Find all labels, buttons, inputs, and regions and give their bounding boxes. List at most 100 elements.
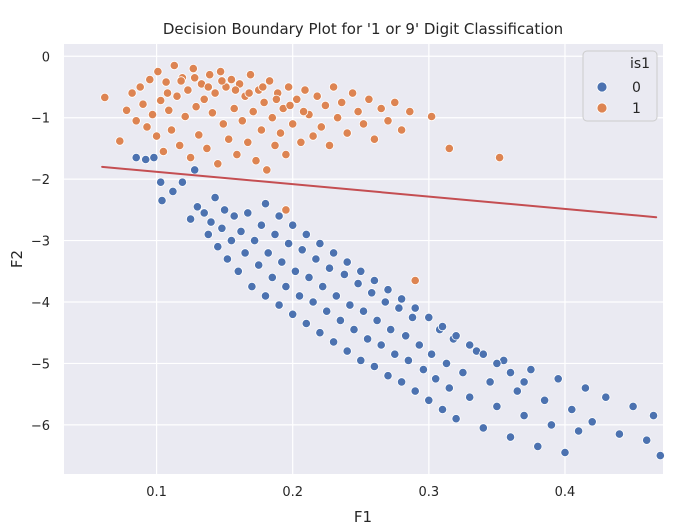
point-is1-1 — [203, 82, 213, 92]
point-is1-0 — [267, 272, 277, 282]
point-is1-0 — [156, 177, 166, 187]
point-is1-1 — [230, 85, 241, 95]
point-is1-0 — [418, 364, 428, 375]
point-is1-0 — [186, 214, 196, 224]
point-is1-0 — [288, 220, 298, 230]
legend-marker-0 — [596, 81, 608, 93]
point-is1-0 — [567, 404, 577, 415]
point-is1-0 — [601, 392, 611, 402]
point-is1-1 — [283, 82, 294, 92]
point-is1-1 — [494, 153, 505, 163]
point-is1-1 — [169, 60, 179, 71]
point-is1-0 — [380, 297, 390, 307]
point-is1-0 — [492, 358, 502, 368]
point-is1-0 — [478, 349, 488, 359]
point-is1-0 — [240, 248, 250, 258]
point-is1-0 — [222, 254, 232, 264]
point-is1-0 — [233, 266, 243, 276]
point-is1-0 — [396, 377, 407, 387]
point-is1-0 — [149, 153, 159, 163]
point-is1-1 — [270, 140, 280, 150]
point-is1-0 — [210, 193, 220, 203]
point-is1-1 — [353, 107, 363, 117]
point-is1-0 — [283, 239, 294, 249]
point-is1-1 — [347, 88, 358, 98]
point-is1-0 — [168, 186, 178, 196]
point-is1-0 — [311, 254, 321, 264]
point-is1-1 — [216, 67, 226, 77]
point-is1-1 — [237, 116, 247, 126]
point-is1-0 — [560, 447, 570, 458]
point-is1-0 — [394, 303, 404, 313]
point-is1-0 — [431, 374, 441, 384]
x-tick-labels: 0.1 0.2 0.3 0.4 — [146, 485, 575, 500]
point-is1-1 — [259, 97, 269, 108]
point-is1-1 — [172, 91, 182, 101]
point-is1-1 — [288, 119, 298, 129]
point-is1-0 — [131, 153, 141, 163]
point-is1-0 — [270, 229, 280, 239]
point-is1-0 — [614, 429, 625, 439]
point-is1-1 — [100, 92, 110, 103]
point-is1-1 — [267, 113, 277, 123]
point-is1-1 — [308, 131, 318, 141]
point-is1-0 — [505, 432, 516, 442]
point-is1-0 — [294, 291, 305, 301]
y-tick-label: −2 — [31, 173, 50, 188]
point-is1-0 — [331, 291, 341, 301]
point-is1-0 — [250, 236, 260, 246]
point-is1-1 — [213, 159, 223, 169]
point-is1-0 — [220, 205, 230, 215]
point-is1-1 — [162, 88, 173, 98]
point-is1-0 — [553, 374, 563, 384]
point-is1-1 — [217, 76, 227, 86]
point-is1-1 — [175, 140, 185, 150]
point-is1-1 — [312, 91, 322, 101]
y-tick-label: −3 — [31, 235, 50, 250]
point-is1-0 — [342, 257, 352, 267]
point-is1-1 — [153, 67, 163, 77]
point-is1-1 — [232, 150, 242, 160]
y-tick-label: 0 — [42, 50, 50, 65]
point-is1-0 — [369, 275, 379, 286]
point-is1-0 — [407, 312, 418, 322]
point-is1-0 — [217, 223, 227, 233]
point-is1-1 — [358, 119, 369, 129]
point-is1-0 — [297, 245, 307, 255]
y-tick-label: −5 — [31, 357, 50, 372]
point-is1-0 — [362, 334, 373, 344]
legend-title: is1 — [630, 56, 650, 72]
point-is1-1 — [166, 125, 177, 135]
point-is1-1 — [226, 75, 236, 85]
point-is1-0 — [199, 208, 209, 218]
point-is1-0 — [426, 349, 437, 359]
point-is1-0 — [444, 383, 454, 393]
point-is1-0 — [260, 199, 271, 209]
point-is1-1 — [205, 70, 215, 80]
point-is1-0 — [519, 410, 529, 421]
point-is1-1 — [147, 110, 158, 120]
y-tick-labels: 0 −1 −2 −3 −4 −5 −6 — [31, 50, 50, 434]
point-is1-1 — [300, 85, 310, 95]
point-is1-1 — [444, 143, 454, 153]
point-is1-1 — [296, 137, 306, 147]
point-is1-0 — [335, 315, 345, 325]
point-is1-0 — [403, 355, 413, 365]
point-is1-0 — [485, 377, 495, 387]
point-is1-1 — [264, 76, 275, 86]
point-is1-0 — [353, 278, 363, 289]
x-tick-label: 0.3 — [419, 485, 440, 500]
point-is1-0 — [386, 324, 396, 335]
point-is1-0 — [301, 318, 311, 329]
point-is1-0 — [324, 263, 335, 273]
point-is1-0 — [441, 358, 452, 368]
point-is1-1 — [262, 165, 272, 175]
point-is1-1 — [320, 100, 330, 111]
point-is1-0 — [281, 281, 291, 292]
point-is1-0 — [356, 355, 366, 365]
point-is1-1 — [194, 130, 204, 140]
point-is1-1 — [271, 94, 281, 104]
point-is1-0 — [465, 340, 475, 350]
point-is1-0 — [358, 306, 369, 316]
